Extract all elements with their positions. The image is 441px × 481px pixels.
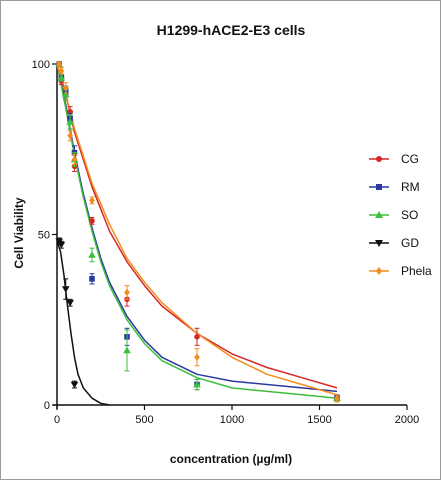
fit-curve-so xyxy=(56,63,338,399)
fit-curve-cg xyxy=(56,63,338,389)
data-point-phela xyxy=(334,394,340,402)
data-point-so xyxy=(193,380,201,388)
legend-marker-phela xyxy=(376,267,382,275)
y-tick-label: 100 xyxy=(32,59,50,71)
data-point-so xyxy=(57,73,66,81)
legend-marker-cg xyxy=(376,156,382,162)
x-axis-label: concentration (µg/ml) xyxy=(170,452,292,466)
data-point-cg xyxy=(194,334,200,340)
y-tick-label: 0 xyxy=(44,400,50,412)
legend-label-so: SO xyxy=(401,208,418,222)
data-point-phela xyxy=(71,155,78,164)
x-tick-label: 0 xyxy=(54,414,60,426)
data-point-so xyxy=(88,251,96,258)
data-point-phela xyxy=(194,353,200,362)
data-point-so xyxy=(61,90,70,98)
legend-label-cg: CG xyxy=(401,152,419,166)
data-point-cg xyxy=(89,218,95,224)
x-tick-label: 1500 xyxy=(307,414,331,426)
data-point-so xyxy=(123,346,131,354)
data-point-gd xyxy=(61,286,70,293)
x-tick-label: 2000 xyxy=(395,414,419,426)
legend-marker-gd xyxy=(375,240,383,247)
legend-marker-so xyxy=(375,211,383,218)
fit-curves xyxy=(56,63,338,406)
data-point-phela xyxy=(58,67,65,75)
data-point-phela xyxy=(89,196,95,205)
legend: CG RM SO GD Phela xyxy=(369,152,432,278)
y-axis-label: Cell Viability xyxy=(12,197,26,268)
axes: 0 500 1000 1500 2000 0 50 100 xyxy=(32,59,420,426)
data-point-gd xyxy=(57,241,66,249)
data-point-rm xyxy=(89,276,95,282)
chart-title: H1299-hACE2-E3 cells xyxy=(157,22,306,38)
data-point-phela xyxy=(56,60,62,68)
data-point-gd xyxy=(66,299,74,307)
x-tick-label: 1000 xyxy=(220,414,244,426)
fit-curve-phela xyxy=(56,63,338,396)
legend-label-gd: GD xyxy=(401,236,419,250)
data-point-phela xyxy=(67,131,73,140)
y-tick-label: 50 xyxy=(38,230,50,242)
legend-marker-rm xyxy=(376,184,382,190)
data-point-phela xyxy=(124,288,130,297)
x-tick-label: 500 xyxy=(135,414,153,426)
data-point-so xyxy=(66,118,74,125)
legend-label-phela: Phela xyxy=(401,264,432,278)
data-points xyxy=(55,60,341,403)
legend-label-rm: RM xyxy=(401,180,420,194)
fit-curve-gd xyxy=(56,241,110,406)
data-point-gd xyxy=(70,381,79,389)
